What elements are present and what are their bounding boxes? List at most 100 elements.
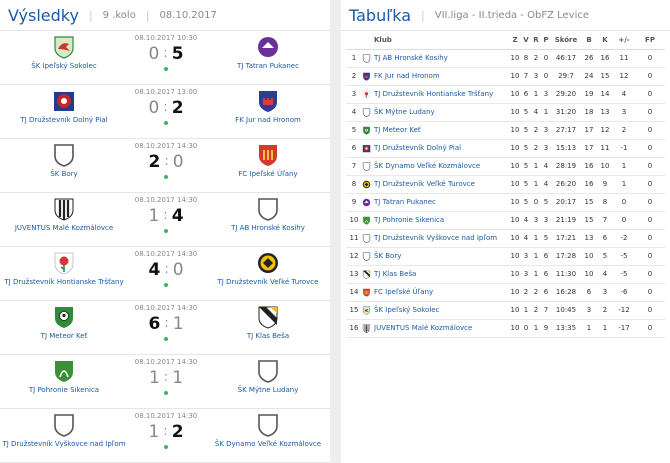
standings-row[interactable]: 2 FK Jur nad Hronom 10 7 3 0 29:7 24 15 12 0: [346, 67, 665, 86]
home-team-name[interactable]: TJ Meteor Keť: [40, 332, 88, 340]
row-club[interactable]: TJ Družstevník Veľké Turovce: [374, 175, 509, 194]
away-team[interactable]: ŠK Dynamo Veľké Kozmálovce: [204, 413, 330, 449]
match-score[interactable]: 1:1: [148, 368, 184, 388]
match-score[interactable]: 1:4: [148, 206, 184, 226]
club-link[interactable]: TJ Družstevník Vyškovce nad Ipľom: [374, 234, 498, 242]
row-club[interactable]: TJ AB Hronské Kosihy: [374, 49, 509, 68]
away-team[interactable]: FC Ipeľské Úľany: [204, 143, 330, 179]
home-team-name[interactable]: ŠK Ipeľský Sokolec: [31, 62, 97, 70]
standings-row[interactable]: 13 TJ Klas Beša 10 3 1 6 11:30 10 4 -5 0: [346, 265, 665, 284]
match-score[interactable]: 2:0: [148, 152, 184, 172]
row-club[interactable]: FK Jur nad Hronom: [374, 67, 509, 86]
club-link[interactable]: TJ Meteor Keť: [374, 126, 421, 134]
row-club[interactable]: ŠK Bory: [374, 247, 509, 266]
row-club[interactable]: TJ Tatran Pukanec: [374, 193, 509, 212]
away-team-name[interactable]: TJ Klas Beša: [246, 332, 290, 340]
match-row[interactable]: ŠK Bory 08.10.2017 14:30 2:0 FC Ipeľské …: [0, 139, 330, 193]
home-team-name[interactable]: TJ Družstevník Hontianske Tršťany: [4, 278, 124, 286]
standings-row[interactable]: 10 TJ Pohronie Sikenica 10 4 3 3 21:19 15 7 0 0: [346, 211, 665, 230]
standings-row[interactable]: 14 FC Ipeľské Úľany 10 2 2 6 16:28 6 3 -6 0: [346, 283, 665, 302]
away-team[interactable]: ŠK Mýtne Ludany: [204, 359, 330, 395]
home-team[interactable]: TJ Družstevník Hontianske Tršťany: [0, 251, 128, 287]
match-score[interactable]: 0:5: [148, 44, 184, 64]
match-row[interactable]: TJ Meteor Keť 08.10.2017 14:30 6:1 TJ Kl…: [0, 301, 330, 355]
away-team[interactable]: FK Jur nad Hronom: [204, 89, 330, 125]
club-link[interactable]: ŠK Mýtne Ludany: [374, 108, 435, 116]
row-club[interactable]: TJ Družstevník Vyškovce nad Ipľom: [374, 229, 509, 248]
standings-row[interactable]: 8 TJ Družstevník Veľké Turovce 10 5 1 4 26:20 1…: [346, 175, 665, 194]
row-club[interactable]: TJ Meteor Keť: [374, 121, 509, 140]
match-score[interactable]: 4:0: [148, 260, 184, 280]
match-row[interactable]: JUVENTUS Malé Kozmálovce 08.10.2017 14:3…: [0, 193, 330, 247]
home-team[interactable]: TJ Družstevník Vyškovce nad Ipľom: [0, 413, 128, 449]
home-team[interactable]: TJ Pohronie Sikenica: [0, 359, 128, 395]
away-team[interactable]: TJ Družstevník Veľké Turovce: [204, 251, 330, 287]
home-team[interactable]: TJ Meteor Keť: [0, 305, 128, 341]
away-team[interactable]: TJ Klas Beša: [204, 305, 330, 341]
round-label[interactable]: 9 .kolo: [102, 9, 136, 21]
standings-row[interactable]: 4 ŠK Mýtne Ludany 10 5 4 1 31:20 18 13 3 0: [346, 103, 665, 122]
club-link[interactable]: TJ Družstevník Dolný Pial: [374, 144, 462, 152]
row-pos: 10: [346, 211, 362, 230]
home-team[interactable]: JUVENTUS Malé Kozmálovce: [0, 197, 128, 233]
standings-row[interactable]: 5 TJ Meteor Keť 10 5 2 3 27:17 17 12 2 0: [346, 121, 665, 140]
row-club[interactable]: ŠK Ipeľský Sokolec: [374, 301, 509, 320]
home-team-name[interactable]: TJ Družstevník Vyškovce nad Ipľom: [2, 440, 126, 448]
match-score[interactable]: 6:1: [148, 314, 184, 334]
row-club[interactable]: ŠK Dynamo Veľké Kozmálovce: [374, 157, 509, 176]
match-row[interactable]: ŠK Ipeľský Sokolec 08.10.2017 10:30 0:5 …: [0, 31, 330, 85]
standings-row[interactable]: 16 JUVENTUS Malé Kozmálovce 10 0 1 9 13:35 1 1 -1…: [346, 319, 665, 338]
match-row[interactable]: TJ Družstevník Dolný Pial 08.10.2017 13:…: [0, 85, 330, 139]
home-goals: 1: [148, 206, 160, 226]
row-club[interactable]: TJ Pohronie Sikenica: [374, 211, 509, 230]
club-link[interactable]: TJ AB Hronské Kosihy: [374, 54, 448, 62]
standings-row[interactable]: 3 TJ Družstevník Hontianske Tršťany 10 6 1 3 2…: [346, 85, 665, 104]
away-team-name[interactable]: ŠK Dynamo Veľké Kozmálovce: [214, 440, 322, 448]
club-link[interactable]: TJ Družstevník Veľké Turovce: [374, 180, 475, 188]
club-link[interactable]: TJ Družstevník Hontianske Tršťany: [374, 90, 494, 98]
match-score[interactable]: 1:2: [148, 422, 184, 442]
row-club[interactable]: TJ Družstevník Dolný Pial: [374, 139, 509, 158]
match-row[interactable]: TJ Družstevník Hontianske Tršťany 08.10.…: [0, 247, 330, 301]
club-link[interactable]: ŠK Ipeľský Sokolec: [374, 306, 440, 314]
row-club[interactable]: ŠK Mýtne Ludany: [374, 103, 509, 122]
standings-row[interactable]: 12 ŠK Bory 10 3 1 6 17:28 10 5 -5 0: [346, 247, 665, 266]
standings-row[interactable]: 6 TJ Družstevník Dolný Pial 10 5 2 3 15:13 17 11…: [346, 139, 665, 158]
row-z: 10: [509, 247, 521, 266]
standings-row[interactable]: 15 ŠK Ipeľský Sokolec 10 1 2 7 10:45 3 2 -12 0: [346, 301, 665, 320]
home-team-name[interactable]: TJ Pohronie Sikenica: [28, 386, 100, 394]
home-team-name[interactable]: ŠK Bory: [50, 170, 78, 178]
match-row[interactable]: TJ Pohronie Sikenica 08.10.2017 14:30 1:…: [0, 355, 330, 409]
away-team-name[interactable]: FK Jur nad Hronom: [235, 116, 301, 124]
club-link[interactable]: JUVENTUS Malé Kozmálovce: [374, 324, 473, 332]
away-team[interactable]: TJ Tatran Pukanec: [204, 35, 330, 71]
row-club[interactable]: TJ Klas Beša: [374, 265, 509, 284]
club-link[interactable]: TJ Klas Beša: [374, 270, 417, 278]
club-link[interactable]: ŠK Dynamo Veľké Kozmálovce: [374, 162, 481, 170]
home-team[interactable]: ŠK Bory: [0, 143, 128, 179]
home-team-name[interactable]: TJ Družstevník Dolný Pial: [20, 116, 108, 124]
club-link[interactable]: ŠK Bory: [374, 252, 402, 260]
away-team-name[interactable]: TJ AB Hronské Kosihy: [231, 224, 305, 232]
away-team-name[interactable]: FC Ipeľské Úľany: [238, 170, 298, 178]
club-link[interactable]: TJ Tatran Pukanec: [374, 198, 436, 206]
home-team-name[interactable]: JUVENTUS Malé Kozmálovce: [14, 224, 114, 232]
row-club[interactable]: TJ Družstevník Hontianske Tršťany: [374, 85, 509, 104]
match-score[interactable]: 0:2: [148, 98, 184, 118]
standings-row[interactable]: 11 TJ Družstevník Vyškovce nad Ipľom 10 4 1 5…: [346, 229, 665, 248]
club-link[interactable]: TJ Pohronie Sikenica: [374, 216, 445, 224]
away-team-name[interactable]: ŠK Mýtne Ludany: [237, 386, 299, 394]
row-club[interactable]: JUVENTUS Malé Kozmálovce: [374, 319, 509, 338]
home-team[interactable]: ŠK Ipeľský Sokolec: [0, 35, 128, 71]
match-row[interactable]: TJ Družstevník Vyškovce nad Ipľom 08.10.…: [0, 409, 330, 463]
club-link[interactable]: FC Ipeľské Úľany: [374, 288, 434, 296]
standings-row[interactable]: 1 TJ AB Hronské Kosihy 10 8 2 0 46:17 26 16 11 0: [346, 49, 665, 68]
standings-row[interactable]: 7 ŠK Dynamo Veľké Kozmálovce 10 5 1 4 28:19 16 1…: [346, 157, 665, 176]
standings-row[interactable]: 9 TJ Tatran Pukanec 10 5 0 5 20:17 15 8 0 0: [346, 193, 665, 212]
away-team[interactable]: TJ AB Hronské Kosihy: [204, 197, 330, 233]
away-team-name[interactable]: TJ Tatran Pukanec: [237, 62, 299, 70]
home-team[interactable]: TJ Družstevník Dolný Pial: [0, 89, 128, 125]
club-link[interactable]: FK Jur nad Hronom: [374, 72, 440, 80]
row-club[interactable]: FC Ipeľské Úľany: [374, 283, 509, 302]
away-team-name[interactable]: TJ Družstevník Veľké Turovce: [217, 278, 319, 286]
